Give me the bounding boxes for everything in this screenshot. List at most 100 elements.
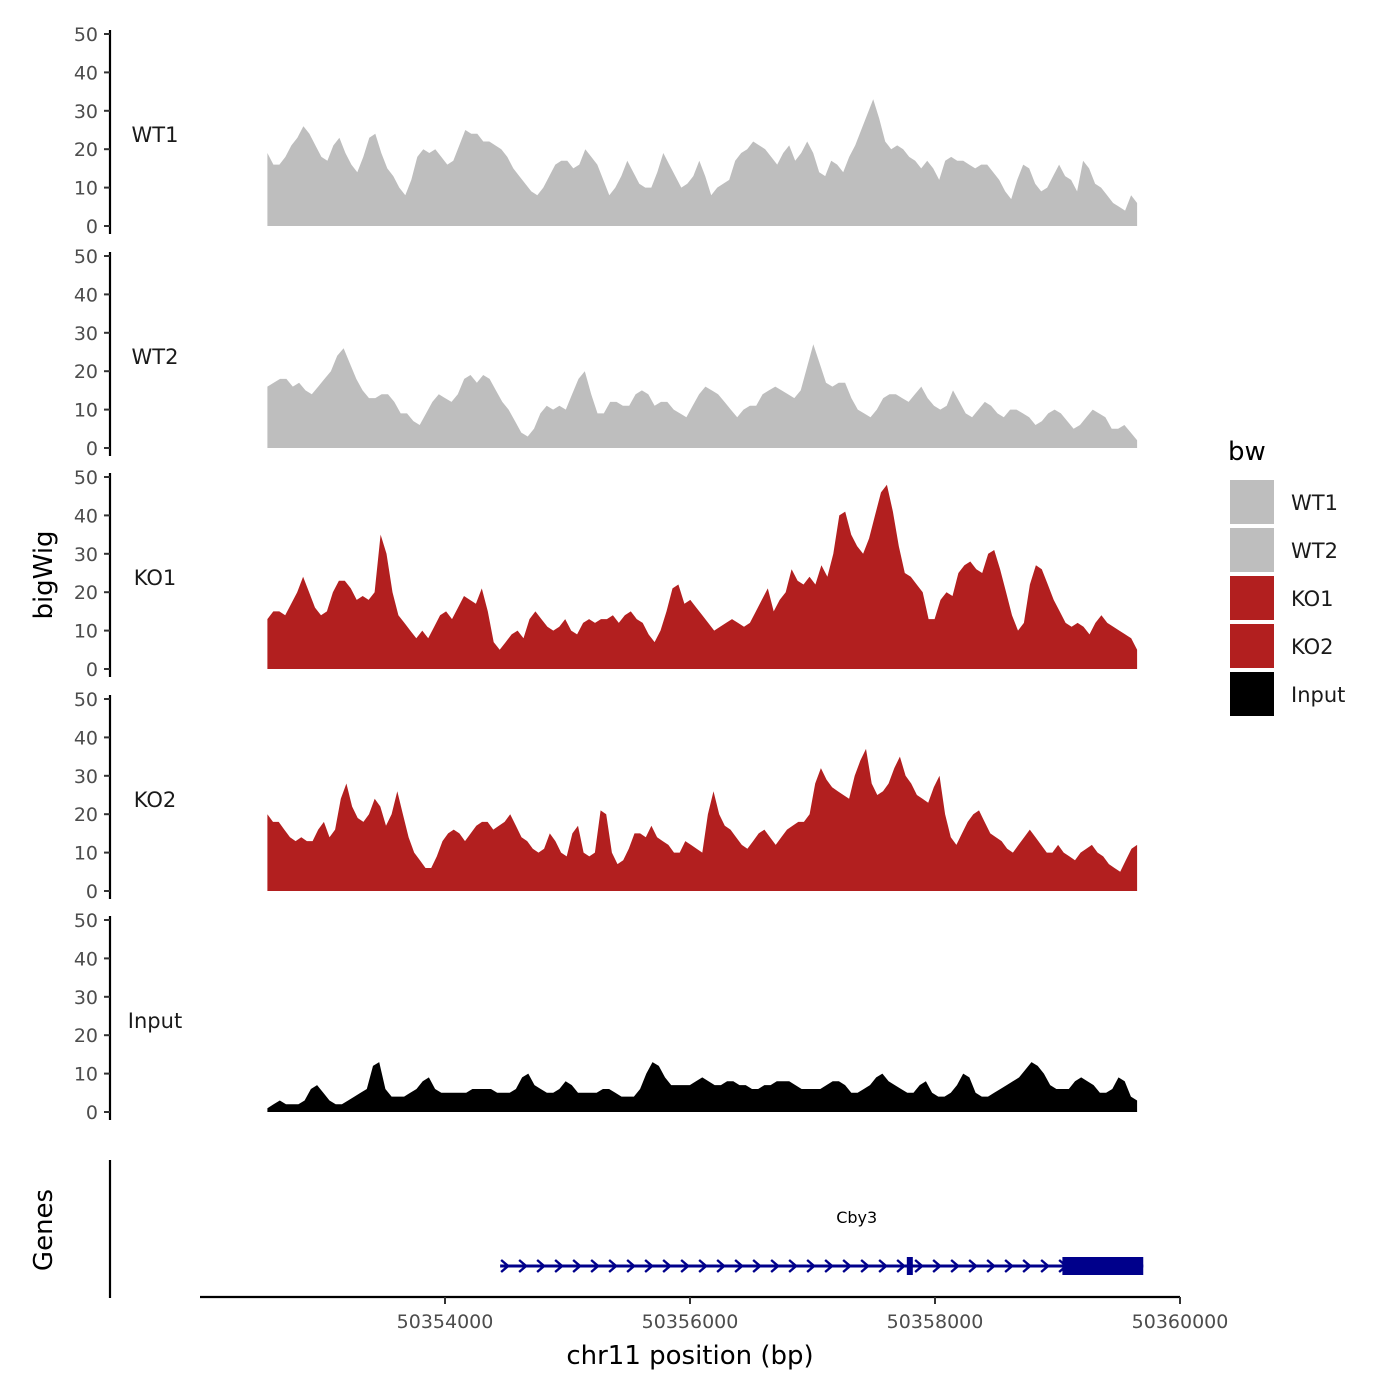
strand-arrow [536, 1259, 546, 1273]
genes-track-title: Genes [29, 1189, 59, 1271]
y-tick-label: 40 [74, 284, 98, 306]
y-tick-label: 50 [74, 246, 98, 268]
y-tick-label: 10 [74, 1064, 98, 1086]
strand-arrow [842, 1259, 852, 1273]
strand-arrow [770, 1259, 780, 1273]
y-tick-label: 40 [74, 727, 98, 749]
x-axis: 50354000 50356000 50358000 50360000 [200, 1295, 1229, 1333]
track-label-ko1: KO1 [134, 566, 177, 590]
strand-arrow [824, 1259, 834, 1273]
strand-arrow [896, 1259, 906, 1273]
legend-label-input: Input [1291, 683, 1345, 707]
legend-swatch-ko1 [1230, 576, 1274, 620]
gene-cby3: Cby3 [500, 1208, 1144, 1275]
x-tick-label: 50360000 [1132, 1311, 1229, 1333]
legend-label-wt1: WT1 [1291, 491, 1338, 515]
y-tick-label: 30 [74, 544, 98, 566]
strand-arrow [554, 1259, 564, 1273]
strand-arrow [698, 1259, 708, 1273]
strand-arrow [932, 1259, 942, 1273]
signal-tracks: 0 10 20 30 40 50 WT1 0 10 20 30 40 50 WT2 0 10 20 30 40 50 K… [74, 24, 1138, 1124]
strand-arrow [572, 1259, 582, 1273]
strand-arrow [680, 1259, 690, 1273]
signal-area-ko1 [267, 484, 1138, 669]
track-label-wt2: WT2 [132, 345, 179, 369]
y-tick-label: 30 [74, 987, 98, 1009]
strand-arrow [1004, 1259, 1014, 1273]
strand-arrow [986, 1259, 996, 1273]
signal-area-ko2 [267, 748, 1138, 891]
y-tick-label: 0 [86, 1102, 98, 1124]
track-label-wt1: WT1 [132, 123, 179, 147]
y-tick-label: 50 [74, 24, 98, 46]
strand-arrow [752, 1259, 762, 1273]
y-tick-label: 0 [86, 659, 98, 681]
x-tick-label: 50358000 [887, 1311, 984, 1333]
y-tick-label: 10 [74, 621, 98, 643]
signal-area-wt1 [267, 99, 1138, 226]
y-tick-label: 0 [86, 216, 98, 238]
legend-swatch-wt2 [1230, 528, 1274, 572]
signal-area-input [267, 1062, 1138, 1112]
x-axis-title: chr11 position (bp) [566, 1341, 813, 1371]
legend-swatch-ko2 [1230, 624, 1274, 668]
x-tick-label: 50354000 [397, 1311, 494, 1333]
strand-arrow [608, 1259, 618, 1273]
track-ko1: 0 10 20 30 40 50 KO1 [74, 467, 1138, 681]
y-tick-label: 20 [74, 804, 98, 826]
y-tick-label: 0 [86, 438, 98, 460]
y-tick-label: 10 [74, 843, 98, 865]
strand-arrow [968, 1259, 978, 1273]
legend: bw WT1 WT2 KO1 KO2 Input [1228, 437, 1345, 716]
strand-arrow [1022, 1259, 1032, 1273]
strand-arrow [914, 1259, 924, 1273]
track-label-input: Input [128, 1009, 182, 1033]
track-input: 0 10 20 30 40 50 Input [74, 910, 1138, 1124]
strand-arrow [626, 1259, 636, 1273]
strand-arrow [662, 1259, 672, 1273]
y-tick-label: 30 [74, 323, 98, 345]
y-axis-title: bigWig [29, 530, 59, 619]
y-tick-label: 0 [86, 881, 98, 903]
y-tick-label: 50 [74, 910, 98, 932]
y-tick-label: 50 [74, 689, 98, 711]
strand-arrow [716, 1259, 726, 1273]
track-wt2: 0 10 20 30 40 50 WT2 [74, 246, 1138, 460]
track-label-ko2: KO2 [134, 788, 177, 812]
y-tick-label: 50 [74, 467, 98, 489]
strand-arrow [644, 1259, 654, 1273]
strand-arrow [518, 1259, 528, 1273]
strand-arrow [734, 1259, 744, 1273]
y-tick-label: 10 [74, 178, 98, 200]
strand-arrow [500, 1259, 510, 1273]
legend-swatch-wt1 [1230, 480, 1274, 524]
strand-arrow [950, 1259, 960, 1273]
y-tick-label: 20 [74, 361, 98, 383]
track-wt1: 0 10 20 30 40 50 WT1 [74, 24, 1138, 238]
y-tick-label: 40 [74, 505, 98, 527]
strand-arrow [806, 1259, 816, 1273]
track-ko2: 0 10 20 30 40 50 KO2 [74, 689, 1138, 903]
y-tick-label: 20 [74, 139, 98, 161]
legend-label-ko2: KO2 [1291, 635, 1334, 659]
y-tick-label: 40 [74, 948, 98, 970]
y-tick-label: 20 [74, 582, 98, 604]
y-tick-label: 10 [74, 400, 98, 422]
y-tick-label: 40 [74, 62, 98, 84]
strand-arrow [788, 1259, 798, 1273]
legend-label-wt2: WT2 [1291, 539, 1338, 563]
x-tick-label: 50356000 [642, 1311, 739, 1333]
strand-arrow [860, 1259, 870, 1273]
legend-title: bw [1228, 437, 1266, 467]
strand-arrow [878, 1259, 888, 1273]
exon-block [906, 1257, 913, 1275]
genes-panel: Cby3 [108, 1160, 1144, 1298]
y-tick-label: 30 [74, 101, 98, 123]
y-tick-label: 30 [74, 766, 98, 788]
legend-swatch-input [1230, 672, 1274, 716]
legend-label-ko1: KO1 [1291, 587, 1334, 611]
gene-name-label: Cby3 [836, 1208, 877, 1227]
signal-area-wt2 [267, 344, 1138, 448]
strand-arrow [1040, 1259, 1050, 1273]
